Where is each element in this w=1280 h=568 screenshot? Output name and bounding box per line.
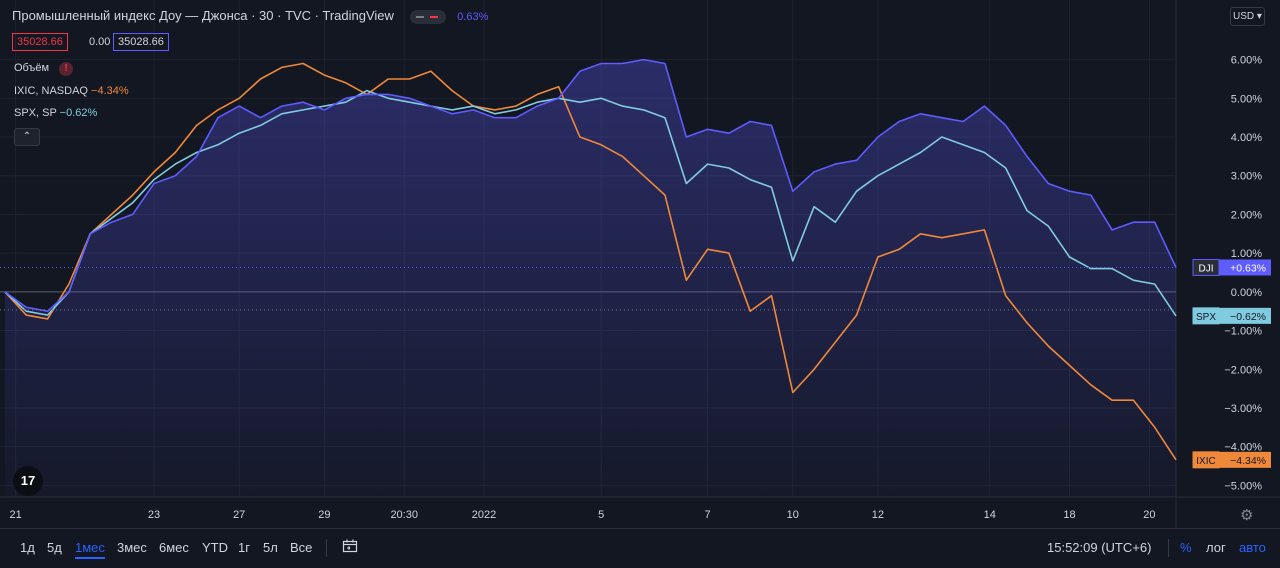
x-tick-label: 2022 — [472, 509, 496, 521]
y-tick-label: 1.00% — [1231, 248, 1262, 260]
log-scale-toggle[interactable]: лог — [1206, 540, 1226, 555]
y-tick-label: 0.00% — [1231, 287, 1262, 299]
bid-price-box: 35028.66 — [12, 33, 68, 51]
y-tick-label: 4.00% — [1231, 132, 1262, 144]
ixic-label: IXIC, NASDAQ — [14, 85, 88, 97]
badge-series-name: SPX — [1196, 312, 1216, 323]
y-tick-label: −4.00% — [1224, 442, 1262, 454]
timeframe-3m[interactable]: 3мес — [117, 540, 147, 555]
price-badge-spx: SPX −0.62% — [1192, 307, 1271, 325]
tradingview-logo[interactable]: 17 — [13, 466, 43, 496]
date-range-icon[interactable] — [342, 538, 358, 554]
badge-value: +0.63% — [1230, 262, 1266, 274]
timeframe-1m[interactable]: 1мес — [75, 540, 105, 559]
volume-label: Объём — [14, 62, 50, 74]
series-line-ixic[interactable] — [4, 62, 1177, 461]
timeframe-5d[interactable]: 5д — [47, 540, 62, 555]
x-tick-label: 20 — [1143, 509, 1155, 521]
y-tick-label: 2.00% — [1231, 209, 1262, 221]
timeframe-1d[interactable]: 1д — [20, 540, 35, 555]
timeframe-all[interactable]: Все — [290, 540, 313, 555]
auto-scale-toggle[interactable]: авто — [1239, 540, 1266, 555]
toolbar-divider — [326, 539, 327, 557]
y-tick-label: 3.00% — [1231, 171, 1262, 183]
badge-value-bg — [1219, 451, 1271, 468]
price-chart[interactable]: 6.00% 5.00% 4.00% 3.00% 2.00% 1.00% 0.00% −1.00… — [0, 0, 1280, 528]
y-tick-label: −3.00% — [1224, 403, 1262, 415]
timeframe-5y[interactable]: 5л — [263, 540, 278, 555]
market-status-pill[interactable] — [409, 9, 446, 24]
badge-series-name: IXIC — [1196, 456, 1215, 467]
y-tick-label: 6.00% — [1231, 55, 1262, 67]
collapse-legend-button[interactable]: ⌃ — [14, 128, 40, 146]
legend-ixic[interactable]: IXIC, NASDAQ −4.34% — [14, 85, 129, 97]
x-tick-label: 7 — [705, 509, 711, 521]
currency-selector[interactable]: USD ▾ — [1230, 7, 1265, 26]
toolbar-divider — [1168, 539, 1169, 557]
timeframe-6m[interactable]: 6мес — [159, 540, 189, 555]
badge-value-bg — [1219, 307, 1271, 324]
bottom-toolbar: 1д 5д 1мес 3мес 6мес YTD 1г 5л Все 15:52… — [0, 528, 1280, 568]
x-tick-label: 27 — [233, 509, 245, 521]
x-tick-label: 12 — [872, 509, 884, 521]
x-tick-label: 21 — [10, 509, 22, 521]
ask-price-box: 35028.66 — [113, 33, 169, 51]
y-tick-label: −1.00% — [1224, 326, 1262, 338]
y-tick-label: 5.00% — [1231, 93, 1262, 105]
x-tick-label: 18 — [1063, 509, 1075, 521]
clock-timezone[interactable]: 15:52:09 (UTC+6) — [1047, 540, 1152, 555]
badge-value: −4.34% — [1230, 455, 1266, 467]
y-tick-label: −2.00% — [1224, 364, 1262, 376]
legend-volume[interactable]: Объём! — [14, 62, 74, 76]
x-tick-label: 5 — [598, 509, 604, 521]
y-tick-label: −5.00% — [1224, 480, 1262, 492]
badge-series-name: DJI — [1199, 263, 1214, 274]
x-tick-label: 20:30 — [390, 509, 418, 521]
spx-change: −0.62% — [59, 107, 98, 119]
timeframe-ytd[interactable]: YTD — [202, 540, 228, 555]
chart-header: Промышленный индекс Доу — Джонса · 30 · … — [12, 8, 488, 24]
x-tick-label: 14 — [984, 509, 996, 521]
timeframe-1y[interactable]: 1г — [238, 540, 250, 555]
price-badge-dji: DJI +0.63% — [1192, 258, 1271, 276]
badge-value-bg — [1219, 259, 1271, 276]
x-tick-label: 29 — [318, 509, 330, 521]
spread-value: 0.00 — [89, 36, 111, 48]
series-line-dji[interactable] — [4, 58, 1177, 312]
x-tick-label: 23 — [148, 509, 160, 521]
ixic-change: −4.34% — [91, 85, 129, 97]
header-change: 0.63% — [457, 11, 489, 23]
warning-icon[interactable]: ! — [59, 62, 74, 76]
percent-scale-toggle[interactable]: % — [1180, 540, 1192, 555]
legend-spx[interactable]: SPX, SP −0.62% — [14, 107, 97, 119]
badge-value: −0.62% — [1230, 311, 1266, 323]
spx-label: SPX, SP — [14, 107, 57, 119]
price-badge-ixic: IXIC −4.34% — [1192, 451, 1271, 469]
x-tick-label: 10 — [787, 509, 799, 521]
symbol-title[interactable]: Промышленный индекс Доу — Джонса · 30 · … — [12, 8, 394, 23]
dji-area-fill — [5, 59, 1176, 497]
gear-icon[interactable]: ⚙ — [1240, 507, 1254, 524]
